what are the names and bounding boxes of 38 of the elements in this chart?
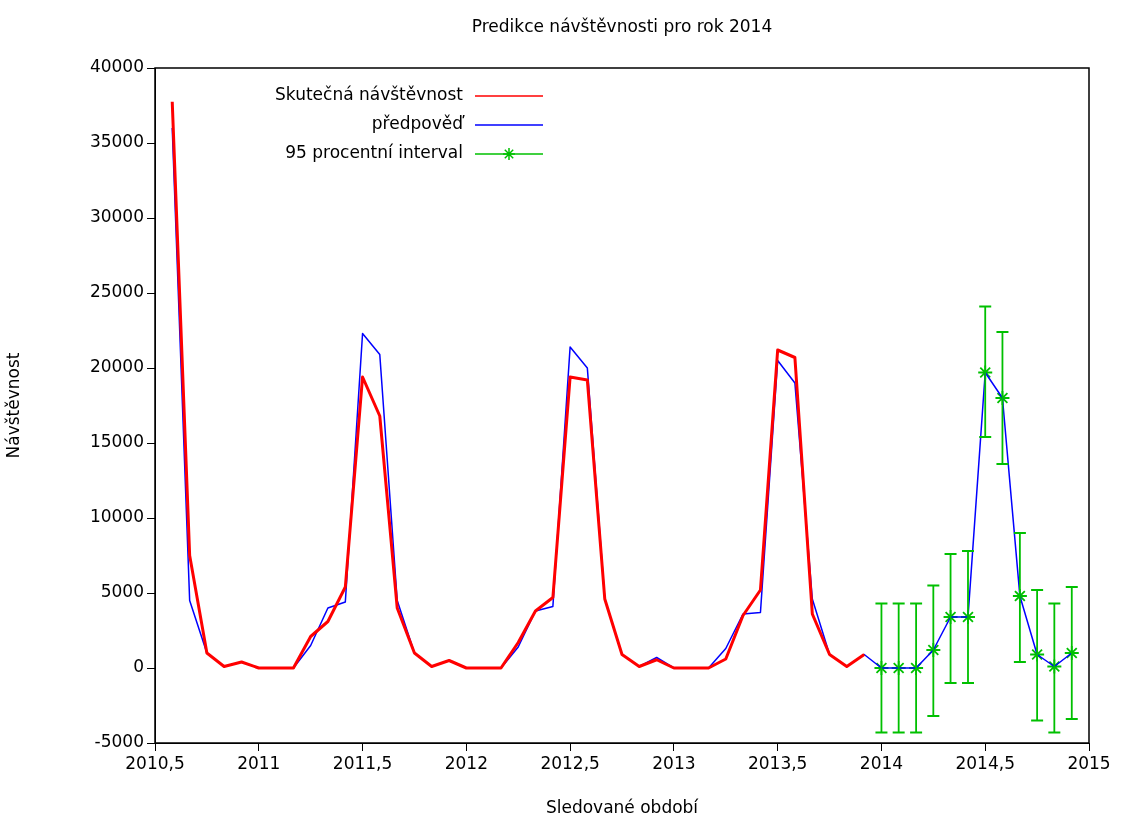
point [1029,646,1046,663]
y-tick-label: 25000 [89,281,144,302]
y-tick-label: 0 [133,656,144,677]
y-tick-label: 20000 [89,356,144,377]
point [908,660,925,676]
y-tick-label: 40000 [89,56,144,77]
point [977,364,994,381]
x-tick-label: 2013 [652,752,696,773]
y-tick-label: -5000 [94,731,144,752]
point [873,660,890,676]
point [1063,645,1080,661]
y-tick-label: 15000 [89,431,144,452]
y-tick-label: 10000 [89,506,144,527]
x-tick-label: 2012 [444,752,488,773]
x-tick-label: 2014 [859,752,904,773]
point [1011,588,1028,604]
point [942,609,959,625]
point [994,390,1011,406]
x-tick-label: 2012,5 [540,752,600,773]
point [1046,658,1063,675]
point [890,660,907,676]
x-tick-label: 2014,5 [955,752,1015,773]
y-tick-label: 30000 [89,206,144,227]
point [960,609,976,625]
legend-label: předpověď [371,113,466,134]
y-tick-label: 5000 [100,581,144,602]
legend-label: Skutečná návštěvnost [275,84,464,105]
legend-label: 95 procentní interval [285,142,463,163]
y-axis-title: Návštěvnost [2,352,23,459]
y-tick-label: 35000 [89,131,144,152]
x-tick-label: 2015 [1067,752,1111,773]
x-tick-label: 2013,5 [747,752,808,773]
x-tick-label: 2011,5 [332,752,393,773]
chart-title: Predikce návštěvnosti pro rok 2014 [471,16,773,37]
x-axis-title: Sledované období [545,797,700,818]
point [925,642,942,658]
x-tick-label: 2011 [237,752,281,773]
x-tick-label: 2010,5 [125,752,185,773]
